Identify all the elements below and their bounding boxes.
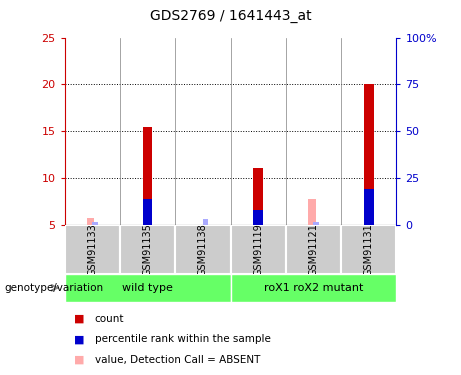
Text: ■: ■ xyxy=(74,314,84,324)
Bar xyxy=(65,225,120,274)
Bar xyxy=(142,199,153,225)
Bar xyxy=(308,199,316,225)
Bar xyxy=(313,222,319,225)
Bar xyxy=(341,225,396,274)
Text: wild type: wild type xyxy=(122,283,173,293)
Bar xyxy=(203,219,208,225)
Bar xyxy=(142,127,153,225)
Bar xyxy=(230,225,286,274)
Text: genotype/variation: genotype/variation xyxy=(5,283,104,293)
Text: GSM91131: GSM91131 xyxy=(364,223,374,276)
Bar xyxy=(364,84,374,225)
Bar xyxy=(120,225,175,274)
Text: GSM91135: GSM91135 xyxy=(142,223,153,276)
Bar xyxy=(87,218,95,225)
Text: percentile rank within the sample: percentile rank within the sample xyxy=(95,334,271,344)
Text: GSM91121: GSM91121 xyxy=(308,223,319,276)
Text: roX1 roX2 mutant: roX1 roX2 mutant xyxy=(264,283,363,293)
Text: GSM91133: GSM91133 xyxy=(87,223,97,276)
Bar xyxy=(253,168,263,225)
Bar xyxy=(364,189,374,225)
Text: GSM91138: GSM91138 xyxy=(198,223,208,276)
Text: GDS2769 / 1641443_at: GDS2769 / 1641443_at xyxy=(150,9,311,23)
Bar xyxy=(65,274,230,302)
Bar xyxy=(230,274,396,302)
Bar xyxy=(253,210,263,225)
Text: value, Detection Call = ABSENT: value, Detection Call = ABSENT xyxy=(95,355,260,365)
Text: ■: ■ xyxy=(74,355,84,365)
Text: count: count xyxy=(95,314,124,324)
Text: ■: ■ xyxy=(74,334,84,344)
Text: GSM91119: GSM91119 xyxy=(253,223,263,276)
Bar xyxy=(92,222,98,225)
Bar xyxy=(175,225,230,274)
Bar xyxy=(286,225,341,274)
